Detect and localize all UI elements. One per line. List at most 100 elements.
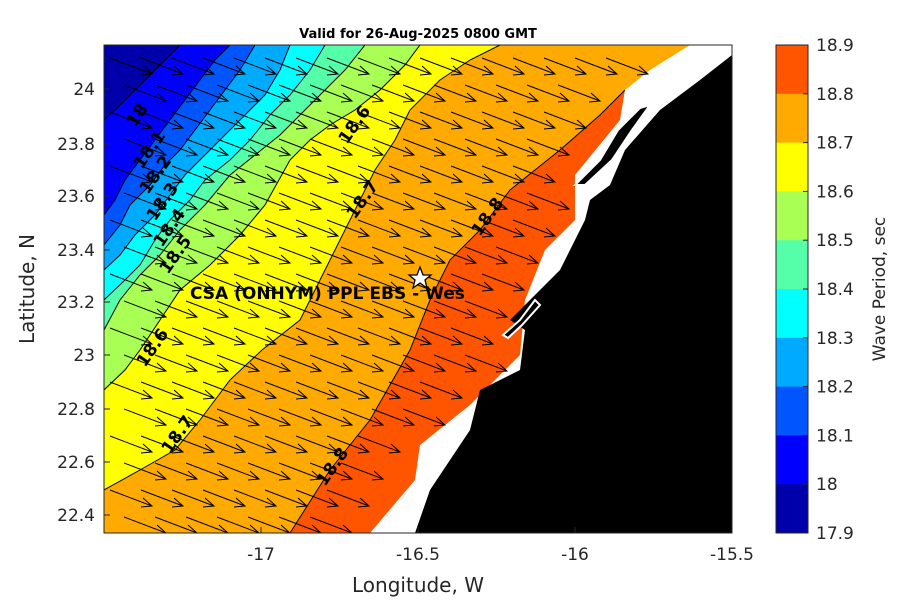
wave-arrow — [109, 435, 154, 454]
wave-arrow — [154, 246, 199, 265]
wave-arrow — [171, 327, 216, 346]
wave-arrow — [247, 138, 292, 157]
wave-arrow — [512, 165, 557, 184]
wave-arrow — [419, 219, 464, 238]
wave-arrow — [450, 57, 495, 76]
wave-arrow — [309, 138, 354, 157]
wave-arrow — [185, 408, 230, 427]
wave-arrow — [402, 138, 447, 157]
wave-arrow — [154, 84, 199, 103]
wave-arrow — [264, 435, 309, 454]
wave-arrow — [154, 516, 198, 533]
y-tick-label: 23 — [73, 346, 95, 366]
x-tick-label: -17 — [247, 545, 275, 565]
colorbar-swatch — [776, 240, 808, 290]
wave-arrow — [216, 516, 260, 533]
wave-arrow — [481, 57, 526, 76]
wave-arrow — [526, 192, 571, 211]
wave-arrow — [526, 138, 571, 157]
wave-arrow — [202, 219, 247, 238]
wave-arrow — [278, 354, 323, 373]
x-tick-label: -16.5 — [396, 545, 440, 565]
wave-arrow — [309, 462, 354, 481]
wave-arrow — [495, 192, 540, 211]
wave-arrow — [185, 84, 230, 103]
wave-arrow — [216, 192, 261, 211]
colorbar-tick-label: 18.3 — [816, 329, 854, 349]
wave-arrow — [371, 138, 416, 157]
wave-arrow — [357, 165, 402, 184]
wave-arrow — [185, 138, 230, 157]
wave-arrow — [216, 462, 261, 481]
site-label: CSA (ONHYM) PPL EBS - Wes — [190, 284, 465, 304]
wave-arrow — [464, 246, 509, 265]
wave-arrow — [171, 219, 216, 238]
wave-arrow — [402, 408, 447, 427]
wave-arrow — [402, 354, 447, 373]
colorbar-swatches — [776, 45, 808, 534]
wave-arrow — [388, 165, 433, 184]
wave-arrow — [295, 435, 340, 454]
wave-arrow — [419, 327, 464, 346]
wave-arrow — [371, 408, 416, 427]
wave-arrow — [233, 327, 278, 346]
wave-arrow — [123, 354, 168, 373]
wave-arrow — [109, 381, 154, 400]
wave-arrow — [481, 219, 526, 238]
wave-arrow — [357, 381, 402, 400]
colorbar-swatch — [776, 142, 808, 192]
wave-arrow — [512, 111, 557, 130]
wave-arrow — [388, 327, 433, 346]
wave-arrow — [543, 111, 588, 130]
wave-arrow — [278, 300, 323, 319]
wave-arrow — [402, 246, 447, 265]
wave-arrow — [388, 381, 433, 400]
x-axis-label: Longitude, W — [352, 573, 484, 597]
wave-arrow — [450, 219, 495, 238]
wave-arrow — [278, 462, 323, 481]
wave-arrow — [278, 246, 323, 265]
colorbar-tick-label: 18.8 — [816, 85, 854, 105]
chart-title: Valid for 26-Aug-2025 0800 GMT — [299, 27, 537, 42]
wave-arrow — [402, 300, 447, 319]
wave-arrow — [340, 138, 385, 157]
wave-arrow — [402, 84, 447, 103]
wave-arrow — [433, 84, 478, 103]
wave-arrow — [340, 462, 385, 481]
wave-arrow — [264, 381, 309, 400]
colorbar-tick-label: 18.2 — [816, 378, 854, 398]
wave-arrow — [123, 138, 168, 157]
wave-arrow — [464, 138, 509, 157]
wave-arrow — [202, 273, 247, 292]
colorbar-swatch — [776, 191, 808, 241]
colorbar-tick-label: 18 — [816, 475, 838, 495]
colorbar-tick-label: 18.9 — [816, 36, 854, 56]
wave-arrow — [233, 57, 278, 76]
x-tick-label: -16 — [561, 545, 589, 565]
wave-arrow — [295, 489, 340, 508]
wave-arrow — [123, 192, 168, 211]
wave-arrow — [278, 84, 323, 103]
wave-arrow — [605, 57, 650, 76]
wave-arrow — [326, 489, 371, 508]
y-axis-label: Latitude, N — [15, 234, 39, 344]
wave-arrow — [247, 516, 291, 533]
colorbar-swatch — [776, 289, 808, 339]
wave-arrow — [123, 408, 168, 427]
wave-arrow — [171, 111, 216, 130]
wave-arrow — [264, 219, 309, 238]
colorbar-tick-label: 18.7 — [816, 134, 854, 154]
y-tick-label: 23.6 — [57, 187, 95, 207]
wave-arrow — [309, 192, 354, 211]
colorbar-swatch — [776, 93, 808, 144]
wave-arrow — [264, 57, 309, 76]
wave-arrow — [264, 165, 309, 184]
wave-arrow — [140, 489, 185, 508]
wave-arrow — [419, 381, 464, 400]
wave-arrow — [109, 165, 154, 184]
wave-arrow — [247, 246, 292, 265]
wave-arrow — [123, 516, 167, 533]
wave-arrow — [233, 219, 278, 238]
wave-arrow — [450, 165, 495, 184]
wave-arrow — [326, 435, 371, 454]
